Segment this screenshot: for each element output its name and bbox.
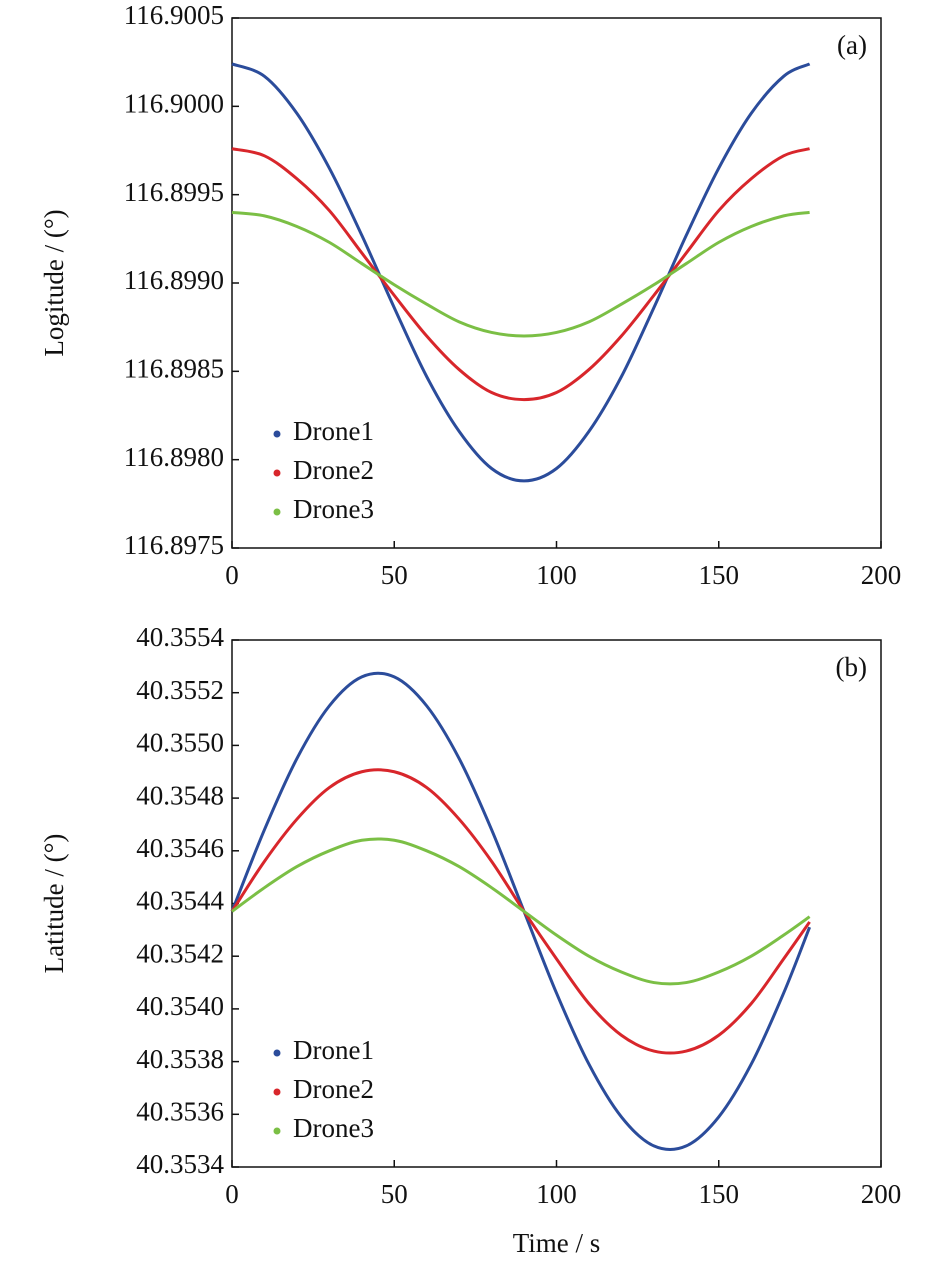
y-tick-label: 40.3536 <box>136 1097 224 1127</box>
x-tick-label: 150 <box>699 560 740 590</box>
x-tick-label: 0 <box>225 1179 239 1209</box>
y-tick-label: 116.8990 <box>124 265 224 295</box>
y-tick-label: 116.9005 <box>124 0 224 30</box>
series-line <box>231 147 811 402</box>
panel-label: (b) <box>836 652 867 682</box>
series-line <box>231 62 811 483</box>
legend-label: Drone1 <box>293 1035 374 1065</box>
series-line <box>230 768 811 1055</box>
y-tick-label: 40.3548 <box>136 780 224 810</box>
y-tick-label: 40.3534 <box>136 1149 224 1179</box>
legend-label: Drone3 <box>293 494 374 524</box>
x-tick-label: 0 <box>225 560 239 590</box>
y-tick-label: 40.3540 <box>136 991 224 1021</box>
legend-label: Drone2 <box>293 1074 374 1104</box>
panel: 116.8975 116.8980 116.8985 116.8990 116.8995… <box>39 0 901 590</box>
series-line <box>231 837 811 986</box>
legend-marker <box>273 508 281 516</box>
x-tick-label: 150 <box>699 1179 740 1209</box>
panel: 40.3534 40.3536 40.3538 40.3540 40.3542 40.35… <box>39 622 901 1258</box>
legend-marker <box>273 1049 281 1057</box>
y-tick-label: 40.3544 <box>136 886 224 916</box>
legend-marker <box>273 430 281 438</box>
y-tick-label: 40.3550 <box>136 728 224 758</box>
x-tick-label: 50 <box>381 1179 408 1209</box>
y-tick-label: 40.3546 <box>136 833 224 863</box>
y-tick-label: 116.8975 <box>124 530 224 560</box>
legend-label: Drone1 <box>293 416 374 446</box>
x-axis-label: Time / s <box>513 1228 601 1258</box>
y-tick-label: 116.9000 <box>124 89 224 119</box>
legend-marker <box>273 1088 281 1096</box>
y-tick-label: 40.3542 <box>136 938 224 968</box>
y-axis-label: Latitude / (°) <box>39 834 69 974</box>
x-tick-label: 100 <box>536 1179 577 1209</box>
x-tick-label: 200 <box>861 1179 902 1209</box>
y-tick-label: 116.8995 <box>124 177 224 207</box>
x-tick-label: 50 <box>381 560 408 590</box>
legend-label: Drone3 <box>293 1113 374 1143</box>
x-tick-label: 200 <box>861 560 902 590</box>
y-axis-label: Logitude / (°) <box>39 209 69 356</box>
legend-marker <box>273 1127 281 1135</box>
y-tick-label: 116.8985 <box>124 354 224 384</box>
x-tick-label: 100 <box>536 560 577 590</box>
panel-label: (a) <box>837 30 867 60</box>
series-line <box>231 210 810 338</box>
y-tick-label: 40.3538 <box>136 1044 224 1074</box>
y-tick-label: 40.3552 <box>136 675 224 705</box>
legend-marker <box>273 469 281 477</box>
y-tick-label: 40.3554 <box>136 622 224 652</box>
legend-label: Drone2 <box>293 455 374 485</box>
y-tick-label: 116.8980 <box>124 442 224 472</box>
